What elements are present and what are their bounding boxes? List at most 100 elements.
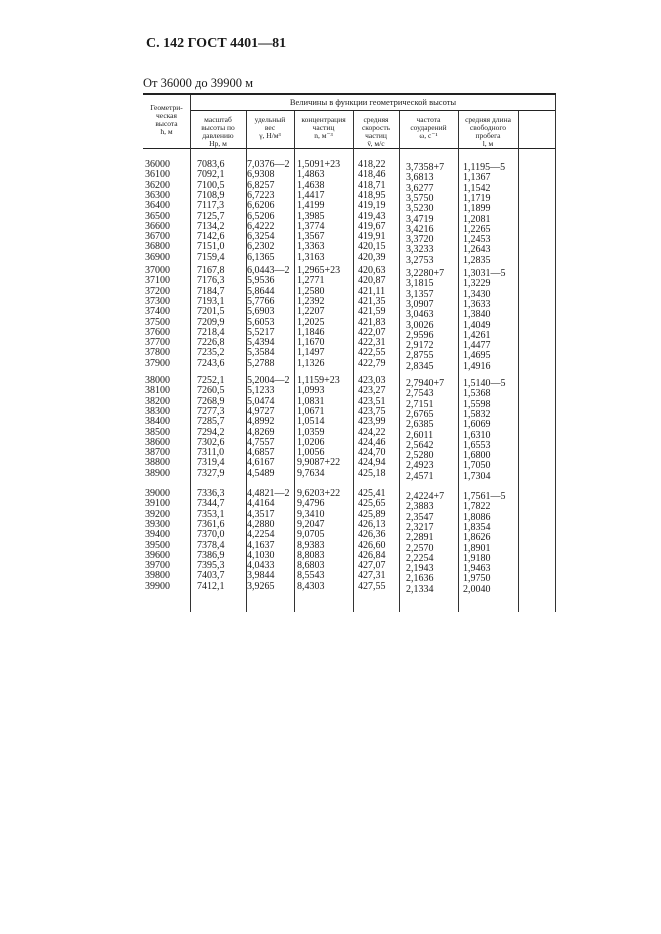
table-cell: 1,4916	[463, 360, 491, 372]
table-cell: 4,0433	[247, 560, 275, 572]
table-cell: 2,7151	[406, 398, 434, 410]
table-cell: 421,35	[358, 295, 386, 307]
table-cell: 1,2207	[297, 306, 325, 318]
table-cell: 7159,4	[197, 251, 225, 263]
table-cell: 1,4417	[297, 189, 325, 201]
row-height-cell: 37800	[145, 347, 170, 359]
column-header: масштаб высоты по давлению Hp, м	[201, 115, 235, 148]
table-cell: 2,9596	[406, 329, 434, 341]
table-cell: 422,55	[358, 347, 386, 359]
table-cell: 1,7561—5	[463, 491, 506, 502]
table-cell: 1,1846	[297, 326, 325, 338]
table-cell: 1,3840	[463, 309, 491, 321]
table-cell: 3,0463	[406, 309, 434, 321]
row-height-cell: 36300	[145, 189, 170, 201]
table-cell: 3,6277	[406, 182, 434, 194]
table-cell: 1,7050	[463, 460, 491, 472]
table-cell: 418,46	[358, 169, 386, 181]
table-cell: 420,15	[358, 241, 386, 253]
table-cell: 6,4222	[247, 220, 275, 232]
table-cell: 1,4638	[297, 179, 325, 191]
table-cell: 7184,7	[197, 285, 225, 297]
table-cell: 7142,6	[197, 231, 225, 243]
table-cell: 7125,7	[197, 210, 225, 222]
table-top-rule	[143, 93, 556, 95]
column-rule	[246, 111, 247, 612]
row-height-cell: 39000	[145, 488, 170, 499]
table-cell: 424,70	[358, 447, 386, 459]
table-cell: 2,3547	[406, 511, 434, 523]
row-height-cell: 38300	[145, 405, 170, 417]
row-height-cell: 36500	[145, 210, 170, 222]
table-cell: 2,6011	[406, 429, 434, 441]
row-height-cell: 36900	[145, 251, 170, 263]
table-cell: 7344,7	[197, 498, 225, 510]
table-cell: 1,0993	[297, 385, 325, 397]
table-cell: 4,8992	[247, 416, 275, 428]
table-cell: 1,4477	[463, 340, 491, 352]
table-cell: 427,31	[358, 570, 386, 582]
table-cell: 2,4571	[406, 470, 434, 482]
table-cell: 1,2965+23	[297, 265, 341, 276]
row-height-cell: 36600	[145, 220, 170, 232]
table-cell: 4,6857	[247, 447, 275, 459]
row-height-cell: 38100	[145, 385, 170, 397]
table-cell: 1,9750	[463, 573, 491, 585]
row-height-cell: 39900	[145, 580, 170, 592]
table-cell: 1,5091+23	[297, 159, 341, 170]
table-cell: 1,1542	[463, 182, 491, 194]
table-cell: 6,0443—2	[247, 265, 290, 276]
row-height-cell: 39700	[145, 560, 170, 572]
row-height-cell: 38200	[145, 395, 170, 407]
table-cell: 1,9180	[463, 552, 491, 564]
row-height-cell: 36200	[145, 179, 170, 191]
table-cell: 2,2891	[406, 532, 434, 544]
table-cell: 1,7304	[463, 470, 491, 482]
table-cell: 1,3430	[463, 288, 491, 300]
table-cell: 5,4394	[247, 337, 275, 349]
table-cell: 7370,0	[197, 529, 225, 541]
row-height-cell: 36000	[145, 159, 170, 170]
row-height-cell: 39300	[145, 518, 170, 530]
table-cell: 1,6553	[463, 439, 491, 451]
table-cell: 5,3584	[247, 347, 275, 359]
table-cell: 7108,9	[197, 189, 225, 201]
table-cell: 2,9172	[406, 340, 434, 352]
table-cell: 1,3633	[463, 298, 491, 310]
table-cell: 3,2753	[406, 254, 434, 266]
table-cell: 6,8257	[247, 179, 275, 191]
table-cell: 6,2302	[247, 241, 275, 253]
table-cell: 1,1159+23	[297, 375, 340, 386]
table-cell: 9,3410	[297, 508, 325, 520]
table-cell: 7092,1	[197, 169, 225, 181]
table-cell: 4,1637	[247, 539, 275, 551]
table-cell: 5,5217	[247, 326, 275, 338]
table-cell: 1,2643	[463, 244, 491, 256]
table-cell: 1,9463	[463, 563, 491, 575]
table-cell: 4,5489	[247, 467, 275, 479]
table-cell: 1,3567	[297, 231, 325, 243]
table-cell: 418,71	[358, 179, 386, 191]
table-cell: 419,67	[358, 220, 386, 232]
table-cell: 424,46	[358, 436, 386, 448]
table-cell: 5,8644	[247, 285, 275, 297]
header-bottom-rule	[143, 148, 556, 149]
table-cell: 3,3720	[406, 234, 434, 246]
table-cell: 420,39	[358, 251, 386, 263]
row-height-cell: 37400	[145, 306, 170, 318]
table-cell: 6,3254	[247, 231, 275, 243]
row-height-cell: 36100	[145, 169, 170, 181]
table-cell: 2,4923	[406, 460, 434, 472]
table-cell: 8,9383	[297, 539, 325, 551]
table-cell: 425,65	[358, 498, 386, 510]
table-cell: 421,83	[358, 316, 386, 328]
table-cell: 1,5140—5	[463, 378, 506, 389]
table-cell: 6,9308	[247, 169, 275, 181]
table-cell: 1,7822	[463, 501, 491, 513]
row-height-cell: 37000	[145, 265, 170, 276]
table-cell: 423,75	[358, 405, 386, 417]
table-cell: 426,36	[358, 529, 386, 541]
table-cell: 9,4796	[297, 498, 325, 510]
column-header: концентрация частиц n, м⁻³	[301, 115, 346, 140]
